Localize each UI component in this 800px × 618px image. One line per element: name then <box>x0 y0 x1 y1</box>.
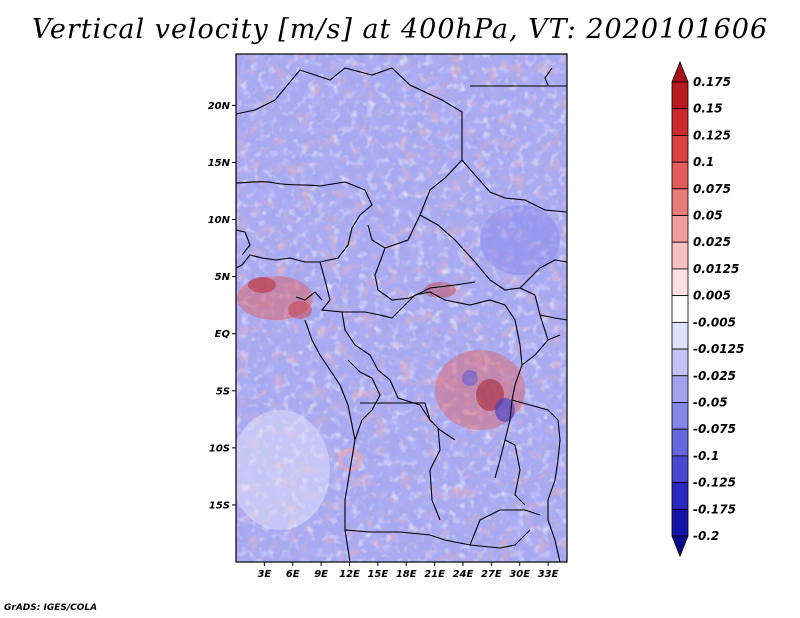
lat-label: 10S <box>209 443 230 454</box>
lat-label: 5N <box>215 272 231 283</box>
colorbar-segment <box>671 295 689 323</box>
grads-credit: GrADS: IGES/COLA <box>4 603 98 613</box>
lat-label: 10N <box>208 215 231 226</box>
lat-label: 15S <box>209 500 230 511</box>
lon-label: 18E <box>396 569 417 580</box>
colorbar-label: -0.0125 <box>693 342 744 356</box>
colorbar-segment <box>671 188 689 216</box>
convection-cluster-west <box>237 276 313 320</box>
colorbar-segment <box>671 428 689 457</box>
lon-label: 33E <box>538 569 559 580</box>
colorbar-label: -0.1 <box>693 449 719 463</box>
lon-label: 6E <box>286 569 300 580</box>
colorbar-segment <box>671 482 689 510</box>
colorbar: 0.175 0.15 0.125 0.1 0.075 0.05 0.025 0.0125 0.0… <box>671 60 744 558</box>
colorbar-label: -0.075 <box>693 422 736 436</box>
colorbar-label: 0.005 <box>693 289 731 303</box>
lat-label: 20N <box>208 101 231 112</box>
colorbar-segment <box>671 455 689 483</box>
colorbar-segment <box>671 215 689 243</box>
colorbar-label: 0.175 <box>693 75 731 89</box>
lon-label: 30E <box>509 569 530 580</box>
colorbar-min-arrow <box>671 535 689 558</box>
lat-label: 15N <box>208 158 231 169</box>
latitude-axis: 20N 15N 10N 5N EQ 5S 10S 15S <box>208 101 236 511</box>
colorbar-segment <box>671 402 689 430</box>
colorbar-label: -0.2 <box>693 529 719 543</box>
colorbar-label: 0.15 <box>693 102 723 116</box>
colorbar-label: -0.125 <box>693 476 736 490</box>
colorbar-label: -0.05 <box>693 395 728 409</box>
colorbar-segment <box>671 268 689 297</box>
colorbar-label: -0.025 <box>693 369 736 383</box>
colorbar-label: 0.1 <box>693 155 714 169</box>
colorbar-segment <box>671 321 689 350</box>
lon-label: 27E <box>481 569 502 580</box>
colorbar-max-arrow <box>671 60 689 83</box>
lon-label: 21E <box>424 569 445 580</box>
colorbar-label: 0.0125 <box>693 262 739 276</box>
colorbar-segment <box>671 508 689 537</box>
lat-label: EQ <box>215 329 231 340</box>
lon-label: 24E <box>453 569 474 580</box>
lon-label: 12E <box>339 569 360 580</box>
colorbar-segment <box>671 348 689 377</box>
colorbar-segment <box>671 241 689 270</box>
longitude-axis: 3E 6E 9E 12E 15E 18E 21E 24E 27E 30E 33E <box>257 562 559 580</box>
lat-label: 5S <box>216 386 230 397</box>
colorbar-label: 0.05 <box>693 209 723 223</box>
colorbar-segment <box>671 108 689 136</box>
country-borders <box>236 67 567 562</box>
lon-label: 15E <box>367 569 388 580</box>
colorbar-label: 0.075 <box>693 182 731 196</box>
colorbar-segment <box>671 81 689 110</box>
colorbar-label: 0.025 <box>693 235 731 249</box>
colorbar-segment <box>671 161 689 190</box>
convection-cluster-east <box>424 282 525 430</box>
map-title: Vertical velocity [m/s] at 400hPa, VT: 2… <box>31 14 769 45</box>
colorbar-label: 0.125 <box>693 128 731 142</box>
colorbar-label: -0.175 <box>693 502 736 516</box>
pale-south-region <box>236 205 560 530</box>
map-frame <box>235 53 568 563</box>
lon-label: 3E <box>257 569 271 580</box>
colorbar-segment <box>671 135 689 163</box>
colorbar-segment <box>671 375 689 403</box>
lon-label: 9E <box>314 569 328 580</box>
colorbar-label: -0.005 <box>693 315 736 329</box>
